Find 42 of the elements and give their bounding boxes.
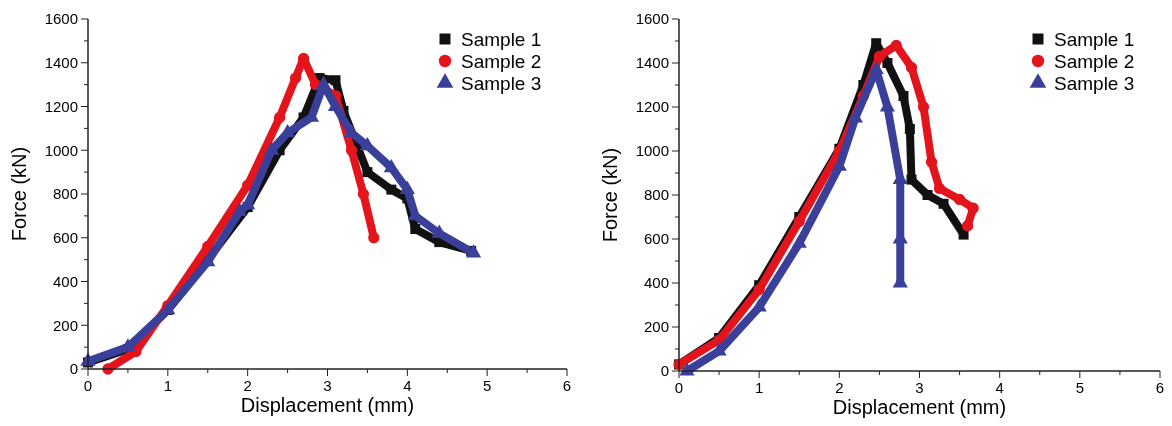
y-tick-label: 600 — [52, 229, 78, 246]
x-tick-label: 5 — [482, 377, 492, 394]
legend-label: Sample 1 — [1054, 28, 1135, 50]
x-tick-label: 6 — [1155, 379, 1165, 396]
y-tick-label: 0 — [660, 362, 669, 380]
x-axis-title: Displacement (mm) — [832, 396, 1007, 418]
y-tick-label: 200 — [643, 318, 669, 336]
y-tick-label: 1200 — [44, 97, 78, 115]
x-tick-label: 2 — [835, 379, 844, 396]
y-tick-label: 200 — [52, 316, 78, 334]
y-tick-label: 600 — [643, 230, 669, 248]
x-tick-label: 5 — [1075, 379, 1085, 396]
legend-label: Sample 3 — [461, 72, 542, 94]
x-tick-label: 0 — [83, 377, 93, 394]
y-tick-label: 1200 — [635, 98, 669, 116]
x-tick-label: 2 — [243, 377, 252, 394]
legend-label: Sample 2 — [1054, 50, 1135, 72]
x-tick-label: 6 — [562, 377, 572, 394]
x-axis-title: Displacement (mm) — [240, 394, 415, 416]
y-tick-label: 1400 — [44, 54, 78, 71]
x-tick-label: 0 — [674, 379, 684, 396]
y-tick-label: 0 — [69, 360, 78, 378]
x-tick-label: 1 — [754, 379, 764, 396]
y-tick-label: 1600 — [44, 10, 78, 28]
legend-label: Sample 1 — [461, 28, 542, 50]
y-tick-label: 1400 — [635, 54, 669, 72]
y-tick-label: 1000 — [635, 142, 669, 160]
y-axis-title: Force (kN) — [8, 146, 30, 242]
y-tick-label: 1000 — [44, 141, 78, 159]
y-tick-label: 1600 — [635, 10, 669, 28]
x-tick-label: 1 — [163, 377, 173, 394]
y-tick-label: 400 — [52, 272, 78, 290]
legend-label: Sample 3 — [1054, 72, 1135, 94]
x-tick-label: 3 — [915, 379, 924, 396]
y-tick-label: 800 — [52, 185, 78, 203]
x-tick-label: 4 — [403, 377, 412, 394]
legend-label: Sample 2 — [461, 50, 542, 72]
x-tick-label: 4 — [995, 379, 1004, 396]
y-tick-label: 400 — [643, 274, 669, 292]
y-tick-label: 800 — [643, 186, 669, 204]
y-axis-title: Force (kN) — [599, 147, 621, 243]
x-tick-label: 3 — [323, 377, 332, 394]
